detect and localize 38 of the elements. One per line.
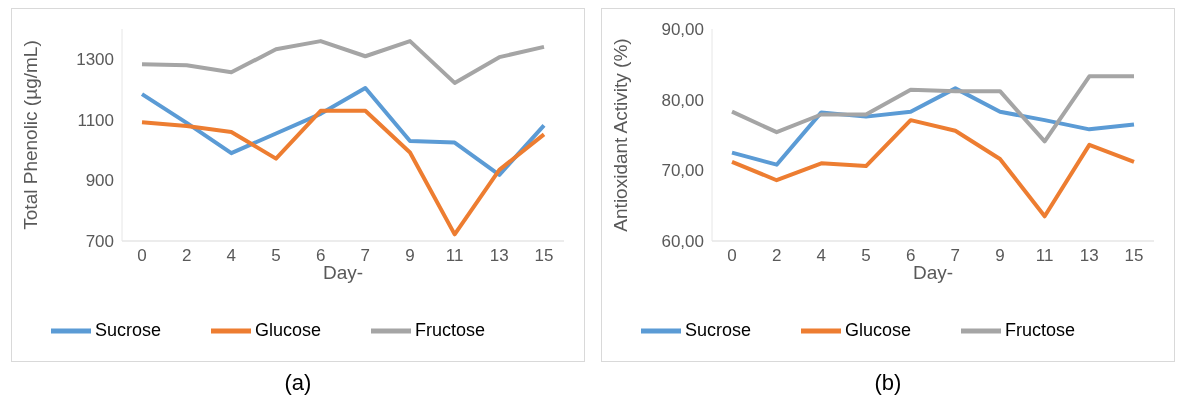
y-axis-title: Total Phenolic (µg/mL) xyxy=(19,40,41,230)
x-tick-label: 5 xyxy=(861,246,871,266)
line-series xyxy=(140,39,546,85)
x-tick-label: 15 xyxy=(534,246,554,266)
x-tick-label: 15 xyxy=(1124,246,1144,266)
legend-label: Sucrose xyxy=(684,319,751,340)
text: (a) xyxy=(284,370,312,396)
y-axis-title: Antioxidant Activity (%) xyxy=(609,38,631,232)
x-tick-label: 11 xyxy=(1035,246,1054,266)
x-tick-label: 5 xyxy=(271,246,281,266)
legend-label: Fructose xyxy=(415,319,486,340)
x-tick-label: 9 xyxy=(995,246,1005,266)
x-tick-label: 2 xyxy=(181,246,192,266)
x-tick-label: 13 xyxy=(1079,246,1099,266)
y-tick-label: 70,00 xyxy=(661,161,704,181)
y-tick-label: 60,00 xyxy=(661,232,704,252)
x-tick-label: 13 xyxy=(489,246,509,266)
y-tick-label: 1100 xyxy=(77,110,114,130)
line-series xyxy=(730,118,1136,219)
y-tick-label: 90,00 xyxy=(661,20,704,40)
y-tick-label: 1300 xyxy=(76,50,114,70)
line-series xyxy=(140,108,546,237)
x-tick-label: 0 xyxy=(137,246,147,266)
x-tick-label: 4 xyxy=(226,246,237,266)
y-tick-label: 900 xyxy=(85,171,114,191)
text: (b) xyxy=(874,370,902,396)
x-tick-label: 9 xyxy=(405,246,415,266)
line-series xyxy=(730,74,1136,144)
legend-label: Fructose xyxy=(1005,319,1076,340)
legend-label: Sucrose xyxy=(94,319,161,340)
y-tick-label: 700 xyxy=(85,232,114,252)
x-tick-label: 11 xyxy=(445,246,464,266)
x-tick-label: 4 xyxy=(816,246,827,266)
y-tick-label: 80,00 xyxy=(661,90,704,110)
x-tick-label: 2 xyxy=(771,246,782,266)
x-tick-label: 0 xyxy=(727,246,737,266)
legend-label: Glucose xyxy=(844,319,912,340)
legend-label: Glucose xyxy=(254,319,322,340)
